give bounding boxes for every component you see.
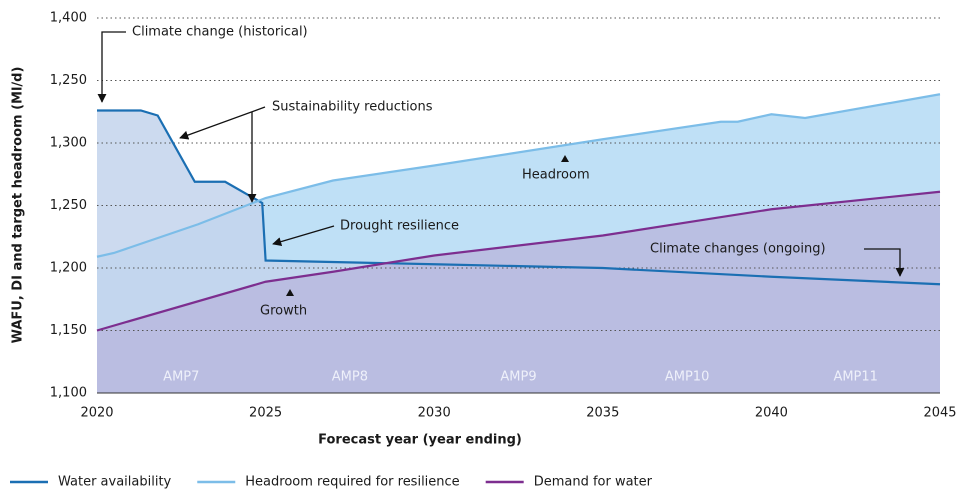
legend-label: Demand for water (534, 475, 653, 490)
annotation: Headroom (522, 168, 590, 183)
y-tick-label: 1,400 (50, 11, 87, 26)
x-tick-label: 2045 (923, 406, 956, 421)
annotation: Climate change (historical) (132, 25, 308, 40)
y-tick-label: 1,100 (50, 386, 87, 401)
annotation-marker (286, 289, 294, 296)
annotation-arrow (272, 225, 335, 247)
period-label: AMP8 (332, 370, 368, 385)
legend-label: Water availability (58, 475, 172, 490)
x-tick-label: 2030 (418, 406, 451, 421)
annotation: Climate changes (ongoing) (650, 242, 826, 257)
x-tick-label: 2025 (249, 406, 282, 421)
y-tick-label: 1,200 (50, 261, 87, 276)
annotation-marker (561, 155, 569, 162)
areas (97, 94, 940, 393)
period-label: AMP10 (665, 370, 710, 385)
annotation: Drought resilience (340, 219, 459, 234)
y-tick-label: 1,250 (50, 198, 87, 213)
annotation: Growth (260, 304, 307, 319)
x-tick-label: 2035 (586, 406, 619, 421)
annotation-arrow (97, 31, 126, 103)
annotation-arrow (179, 106, 266, 140)
legend-label: Headroom required for resilience (245, 475, 459, 490)
line (97, 109, 941, 286)
period-label: AMP7 (163, 370, 199, 385)
x-tick-label: 2040 (755, 406, 788, 421)
x-axis-title: Forecast year (year ending) (318, 433, 522, 448)
area (97, 191, 940, 393)
y-tick-label: 1,250 (50, 73, 87, 88)
y-tick-label: 1,300 (50, 136, 87, 151)
y-tick-label: 1,150 (50, 323, 87, 338)
period-label: AMP11 (833, 370, 878, 385)
annotation: Sustainability reductions (272, 100, 433, 115)
period-label: AMP9 (500, 370, 536, 385)
x-tick-label: 2020 (80, 406, 113, 421)
annotation-arrow (864, 248, 905, 277)
y-axis-title: WAFU, DI and target headroom (Ml/d) (11, 67, 26, 344)
line (96, 93, 941, 258)
line (96, 190, 941, 332)
